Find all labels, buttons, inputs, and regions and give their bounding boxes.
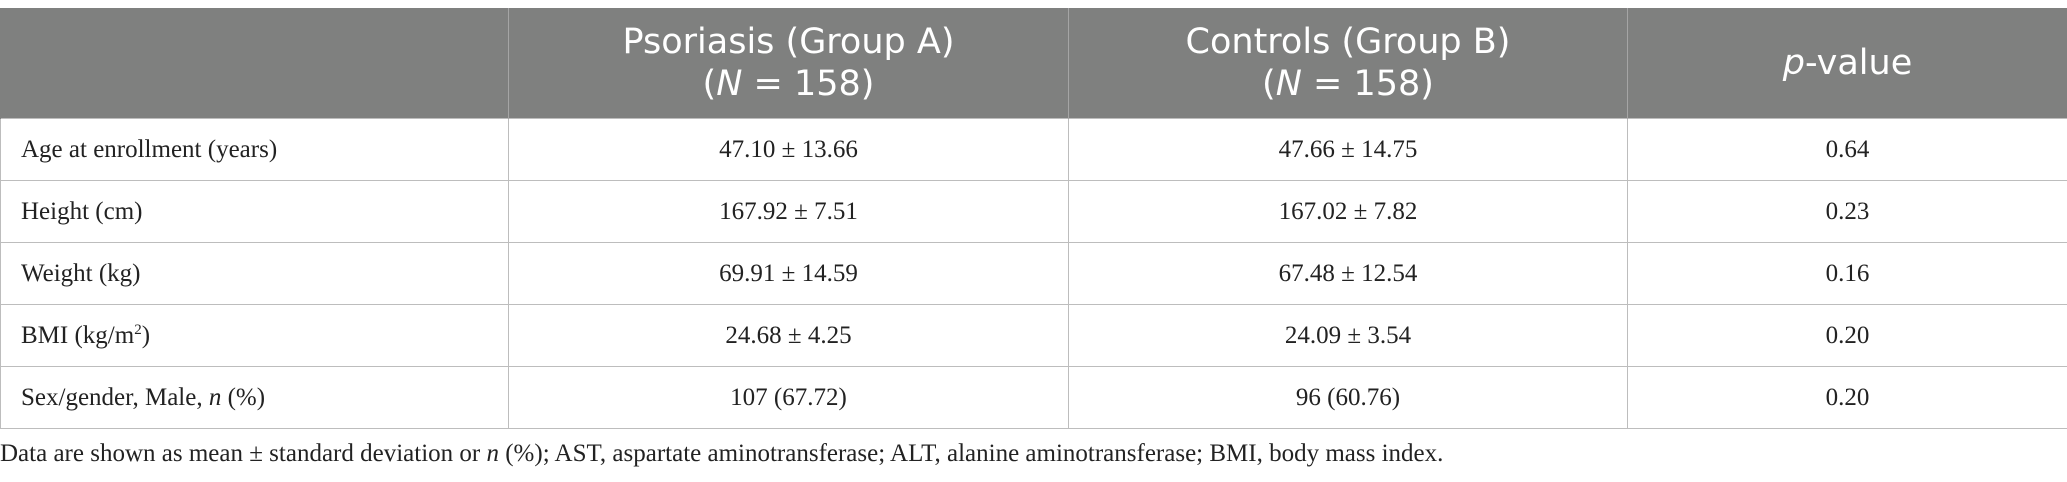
group-b-value: 67.48 ± 12.54 bbox=[1068, 242, 1628, 305]
header-group-a-n-letter: N bbox=[716, 64, 743, 104]
p-value: 0.64 bbox=[1627, 118, 2067, 181]
group-b-value: 96 (60.76) bbox=[1068, 366, 1628, 429]
p-value: 0.20 bbox=[1627, 366, 2067, 429]
row-label: Sex/gender, Male, n (%) bbox=[0, 366, 509, 429]
row-label-superscript: 2 bbox=[134, 321, 142, 338]
table-row: BMI (kg/m2) 24.68 ± 4.25 24.09 ± 3.54 0.… bbox=[0, 304, 2067, 367]
header-row: Psoriasis (Group A) (N = 158) Controls (… bbox=[0, 8, 2067, 119]
row-label-italic: n bbox=[208, 383, 222, 411]
header-group-a-title: Psoriasis (Group A) bbox=[622, 22, 955, 62]
row-label-pre: BMI (kg/m bbox=[21, 321, 135, 349]
header-group-b-n-value: = 158) bbox=[1301, 64, 1434, 104]
header-cell-empty bbox=[0, 8, 509, 119]
group-a-value: 24.68 ± 4.25 bbox=[508, 304, 1069, 367]
header-group-b-title: Controls (Group B) bbox=[1185, 22, 1511, 62]
row-label: Age at enrollment (years) bbox=[0, 118, 509, 181]
row-label: Height (cm) bbox=[0, 180, 509, 243]
table-footnote: Data are shown as mean ± standard deviat… bbox=[0, 440, 1443, 468]
header-p-value: p-value bbox=[1628, 42, 2067, 84]
group-b-value: 47.66 ± 14.75 bbox=[1068, 118, 1628, 181]
header-group-a-n: (N = 158) bbox=[509, 63, 1068, 105]
header-group-b-n: (N = 158) bbox=[1069, 63, 1627, 105]
table-row: Weight (kg) 69.91 ± 14.59 67.48 ± 12.54 … bbox=[0, 242, 2067, 305]
baseline-characteristics-table: Psoriasis (Group A) (N = 158) Controls (… bbox=[0, 8, 2067, 429]
group-a-value: 167.92 ± 7.51 bbox=[508, 180, 1069, 243]
header-group-b-n-letter: N bbox=[1275, 64, 1302, 104]
group-a-value: 107 (67.72) bbox=[508, 366, 1069, 429]
header-group-b-n-open: ( bbox=[1262, 64, 1276, 104]
group-b-value: 167.02 ± 7.82 bbox=[1068, 180, 1628, 243]
footnote-part2: (%); AST, aspartate aminotransferase; AL… bbox=[498, 440, 1444, 467]
data-table: Psoriasis (Group A) (N = 158) Controls (… bbox=[0, 8, 2067, 429]
row-label-pre: Sex/gender, Male, bbox=[21, 383, 209, 411]
header-cell-p-value: p-value bbox=[1627, 8, 2067, 119]
footnote-part1: Data are shown as mean ± standard deviat… bbox=[0, 440, 487, 467]
row-label: Weight (kg) bbox=[0, 242, 509, 305]
header-group-a-n-value: = 158) bbox=[742, 64, 875, 104]
p-value: 0.16 bbox=[1627, 242, 2067, 305]
header-p-rest: -value bbox=[1804, 43, 1913, 83]
p-value: 0.23 bbox=[1627, 180, 2067, 243]
row-label: BMI (kg/m2) bbox=[0, 304, 509, 367]
group-a-value: 69.91 ± 14.59 bbox=[508, 242, 1069, 305]
row-label-post: ) bbox=[141, 321, 151, 349]
table-row: Age at enrollment (years) 47.10 ± 13.66 … bbox=[0, 118, 2067, 181]
group-a-value: 47.10 ± 13.66 bbox=[508, 118, 1069, 181]
table-row: Height (cm) 167.92 ± 7.51 167.02 ± 7.82 … bbox=[0, 180, 2067, 243]
footnote-italic: n bbox=[486, 440, 499, 467]
row-label-post: (%) bbox=[221, 383, 266, 411]
table-row: Sex/gender, Male, n (%) 107 (67.72) 96 (… bbox=[0, 366, 2067, 429]
header-cell-group-a: Psoriasis (Group A) (N = 158) bbox=[508, 8, 1069, 119]
group-b-value: 24.09 ± 3.54 bbox=[1068, 304, 1628, 367]
header-p-letter: p bbox=[1782, 43, 1805, 83]
header-cell-group-b: Controls (Group B) (N = 158) bbox=[1068, 8, 1628, 119]
header-group-a-n-open: ( bbox=[702, 64, 717, 104]
p-value: 0.20 bbox=[1627, 304, 2067, 367]
